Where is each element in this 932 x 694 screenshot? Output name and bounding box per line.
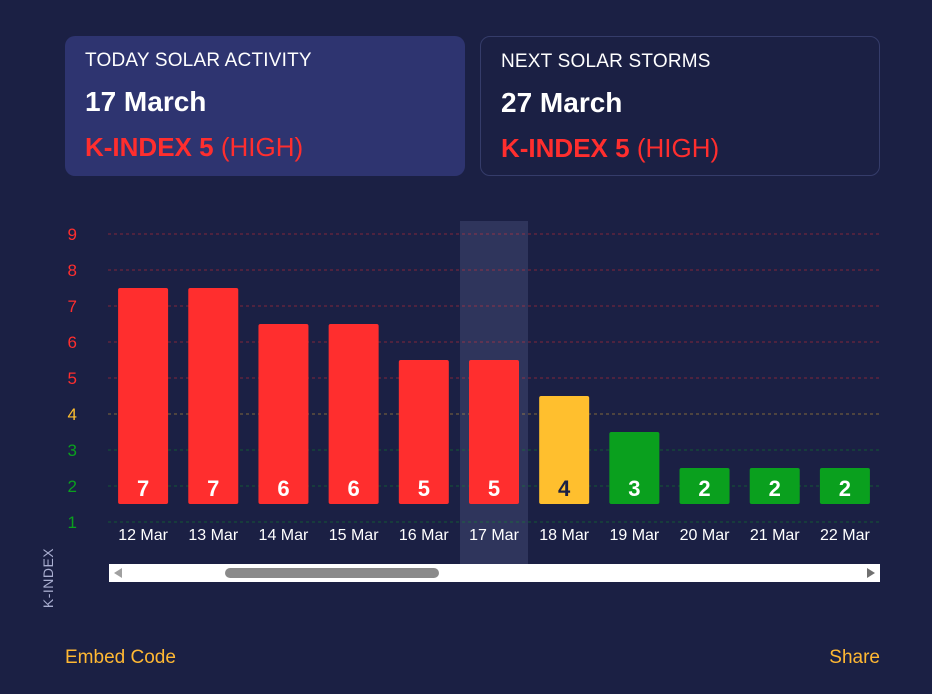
- bar-19-mar[interactable]: [609, 432, 660, 504]
- next-kindex-level: (HIGH): [636, 133, 720, 163]
- scrollbar-thumb[interactable]: [225, 568, 439, 578]
- next-storms-label: NEXT SOLAR STORMS: [501, 51, 711, 72]
- x-tick-label: 21 Mar: [750, 527, 800, 544]
- y-tick-label: 8: [68, 261, 77, 280]
- next-kindex-line: K-INDEX 5 (HIGH): [501, 133, 859, 164]
- y-tick-label: 9: [68, 225, 77, 244]
- y-tick-label: 6: [68, 333, 77, 352]
- bar-value-label: 7: [137, 476, 149, 501]
- x-tick-label: 13 Mar: [188, 527, 238, 544]
- bar-20-mar[interactable]: [679, 468, 730, 504]
- bar-12-mar[interactable]: [118, 288, 169, 504]
- share-link[interactable]: Share: [829, 647, 880, 668]
- x-tick-label: 22 Mar: [820, 527, 870, 544]
- today-activity-date: 17 March: [85, 86, 207, 117]
- next-storms-date: 27 March: [501, 87, 623, 118]
- scroll-right-arrow-icon[interactable]: [867, 568, 875, 578]
- x-tick-label: 15 Mar: [329, 527, 379, 544]
- x-tick-label: 16 Mar: [399, 527, 449, 544]
- bar-value-label: 4: [558, 476, 571, 501]
- y-tick-label: 4: [68, 405, 77, 424]
- bar-22-mar[interactable]: [819, 468, 870, 504]
- bar-21-mar[interactable]: [749, 468, 800, 504]
- bar-value-label: 6: [348, 476, 360, 501]
- bar-value-label: 5: [418, 476, 430, 501]
- bar-value-label: 2: [698, 476, 710, 501]
- today-kindex-level: (HIGH): [220, 132, 304, 162]
- bar-18-mar[interactable]: [539, 396, 590, 504]
- x-tick-label: 18 Mar: [539, 527, 589, 544]
- bar-value-label: 2: [839, 476, 851, 501]
- bar-value-label: 6: [277, 476, 289, 501]
- bar-14-mar[interactable]: [258, 324, 309, 504]
- y-tick-label: 1: [68, 513, 77, 532]
- chart-scrollbar[interactable]: [109, 564, 880, 582]
- bar-15-mar[interactable]: [328, 324, 379, 504]
- x-tick-label: 12 Mar: [118, 527, 168, 544]
- bar-13-mar[interactable]: [188, 288, 239, 504]
- y-axis-label: K-INDEX: [40, 547, 56, 609]
- y-tick-label: 5: [68, 369, 77, 388]
- today-kindex-line: K-INDEX 5 (HIGH): [85, 132, 445, 163]
- x-tick-label: 14 Mar: [259, 527, 309, 544]
- y-tick-label: 2: [68, 477, 77, 496]
- today-activity-label: TODAY SOLAR ACTIVITY: [85, 50, 312, 71]
- x-tick-label: 17 Mar: [469, 527, 519, 544]
- bar-16-mar[interactable]: [398, 360, 449, 504]
- kindex-bar-chart: 1 2 3 4 5 6 7 8 9 7 12 Mar 7 13 Mar 6 14 Mar 6 15 Mar 5 16…: [68, 221, 880, 564]
- scroll-left-arrow-icon[interactable]: [114, 568, 122, 578]
- bar-17-mar[interactable]: [469, 360, 519, 504]
- y-tick-label: 3: [68, 441, 77, 460]
- embed-code-link[interactable]: Embed Code: [65, 647, 176, 668]
- bar-value-label: 5: [488, 476, 500, 501]
- bar-value-label: 7: [207, 476, 219, 501]
- x-tick-label: 19 Mar: [609, 527, 659, 544]
- next-storms-card: NEXT SOLAR STORMS 27 March K-INDEX 5 (HI…: [480, 36, 880, 176]
- next-kindex-value: K-INDEX 5: [501, 133, 630, 163]
- bar-value-label: 2: [769, 476, 781, 501]
- x-tick-label: 20 Mar: [680, 527, 730, 544]
- today-activity-card: TODAY SOLAR ACTIVITY 17 March K-INDEX 5 …: [65, 36, 465, 176]
- bar-value-label: 3: [628, 476, 640, 501]
- today-kindex-value: K-INDEX 5: [85, 132, 214, 162]
- y-tick-label: 7: [68, 297, 77, 316]
